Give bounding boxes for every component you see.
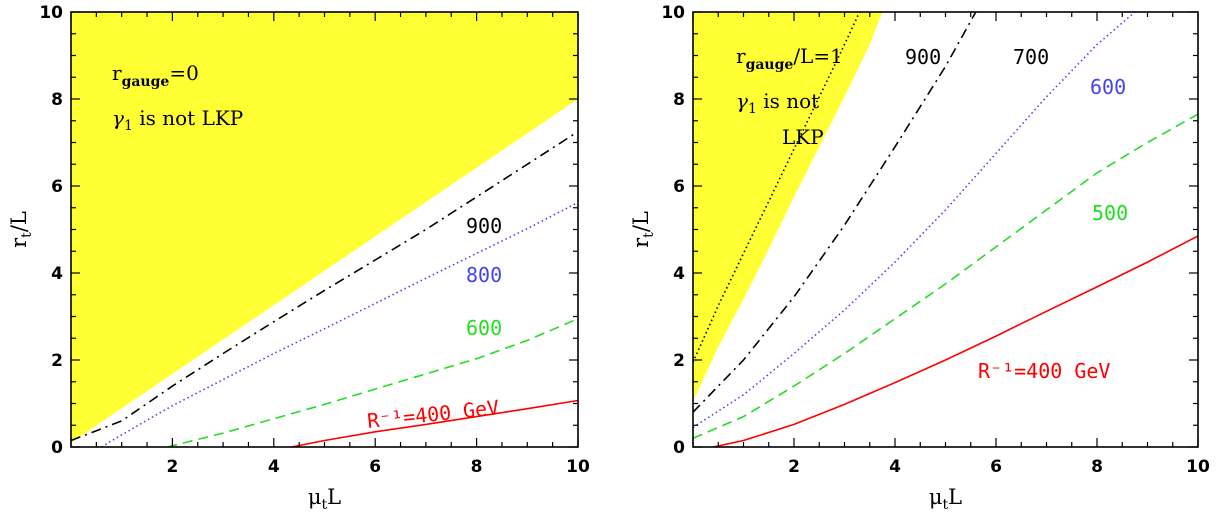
x-tick-label: 2: [166, 457, 178, 477]
lkp-label-line2: LKP: [782, 125, 824, 149]
x-tick-label: 6: [369, 457, 381, 477]
y-tick-label: 6: [51, 177, 63, 197]
series-label: 600: [466, 316, 502, 340]
y-tick-label: 8: [51, 90, 63, 110]
series-line-900: [71, 130, 578, 442]
y-tick-label: 10: [39, 3, 63, 23]
series-line-r-400-gev: [713, 235, 1198, 447]
x-tick-label: 6: [990, 457, 1002, 477]
series-label: R⁻¹=400 GeV: [366, 395, 500, 433]
series-line-500: [693, 113, 1198, 440]
excluded-region: [693, 12, 883, 402]
y-axis-label: rt/L: [629, 211, 657, 248]
series-line-800: [100, 201, 578, 447]
y-tick-label: 0: [673, 438, 685, 458]
y-tick-label: 0: [51, 438, 63, 458]
x-tick-label: 8: [1091, 457, 1103, 477]
x-tick-label: 2: [788, 457, 800, 477]
x-tick-label: 4: [889, 457, 901, 477]
series-label: 600: [1090, 75, 1126, 99]
series-label: 900: [466, 214, 502, 238]
series-line-r-400-gev: [291, 399, 578, 447]
y-tick-label: 2: [51, 351, 63, 371]
series-line-900: [693, 12, 861, 363]
y-tick-label: 2: [673, 351, 685, 371]
x-axis-label: μtL: [929, 485, 962, 513]
series-label: 900: [905, 45, 941, 69]
x-tick-label: 10: [1186, 457, 1210, 477]
series-line-600: [693, 12, 1136, 429]
y-tick-label: 10: [661, 3, 685, 23]
lkp-label: γ1 is not: [736, 89, 819, 117]
y-tick-label: 8: [673, 90, 685, 110]
y-tick-label: 4: [673, 264, 685, 284]
x-tick-label: 8: [471, 457, 483, 477]
x-tick-label: 10: [566, 457, 590, 477]
y-tick-label: 4: [51, 264, 63, 284]
condition-label: rgauge/L=1: [736, 44, 843, 73]
lkp-label: γ1 is not LKP: [112, 106, 243, 134]
chart-panel-2: 2 4 6 8 10 0 2 4 6 8 10 μtL rt/L rgauge/L=1 γ1 is not L…: [629, 3, 1210, 513]
y-axis-label: rt/L: [7, 211, 35, 248]
series-label: 800: [466, 263, 502, 287]
x-tick-label: 4: [268, 457, 280, 477]
chart-panel-1: 2 4 6 8 10 0 2 4 6 8 10 μtL rt/L rgauge=0 γ1 is not LK…: [7, 3, 590, 513]
series-line-700: [693, 12, 977, 413]
y-tick-label: 6: [673, 177, 685, 197]
series-label: 500: [1092, 201, 1128, 225]
excluded-region: [71, 12, 578, 443]
x-axis-label: μtL: [308, 485, 341, 513]
series-label: 700: [1013, 45, 1049, 69]
condition-label: rgauge=0: [112, 61, 199, 90]
series-label: R⁻¹=400 GeV: [978, 359, 1110, 383]
